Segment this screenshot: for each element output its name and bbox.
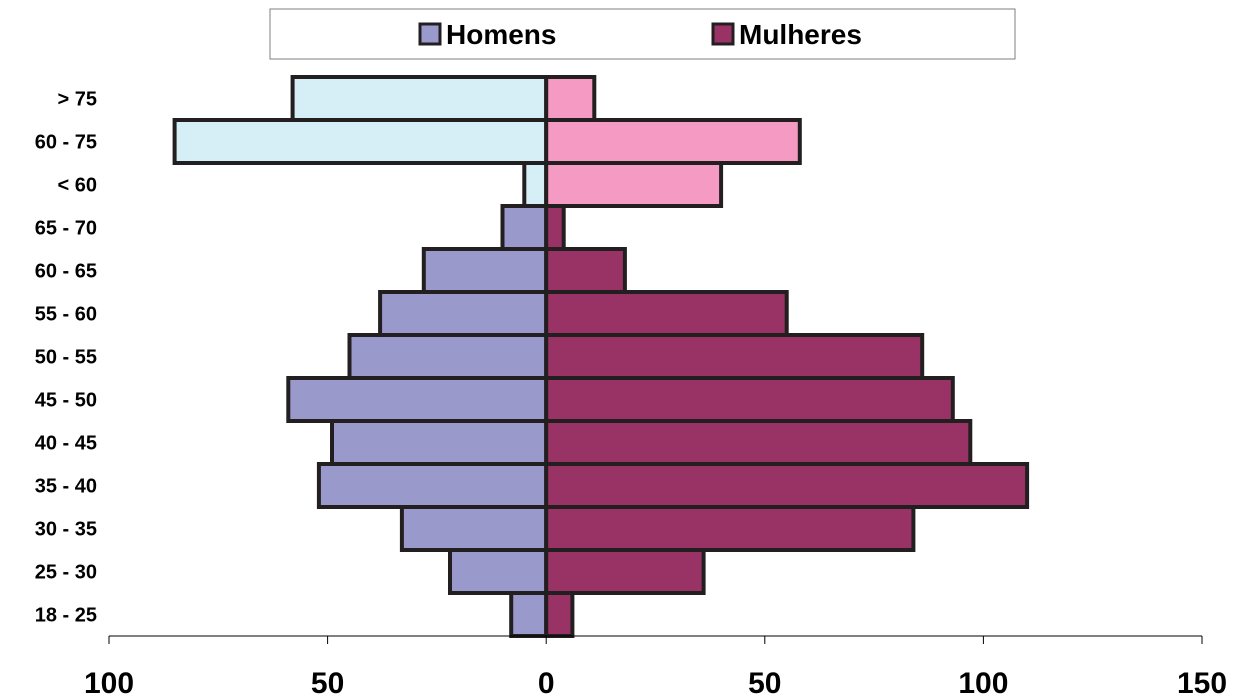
bar-homens-35-40 bbox=[316, 462, 549, 509]
legend-label-mulheres: Mulheres bbox=[739, 19, 862, 50]
bar-homens-55-60 bbox=[378, 290, 549, 337]
bar-homens-75 bbox=[290, 75, 549, 122]
legend-swatch-homens bbox=[418, 22, 442, 46]
category-label-75: > 75 bbox=[58, 89, 97, 111]
bar-homens-18-25 bbox=[509, 591, 549, 638]
category-label-40-45: 40 - 45 bbox=[35, 433, 97, 455]
category-label-35-40: 35 - 40 bbox=[35, 476, 97, 498]
bar-mulheres-25-30 bbox=[544, 548, 706, 595]
category-label-60-75: 60 - 75 bbox=[35, 132, 97, 154]
bar-mulheres-60-75 bbox=[544, 118, 802, 165]
category-label-45-50: 45 - 50 bbox=[35, 390, 97, 412]
x-tick-label: 0 bbox=[538, 667, 555, 696]
bar-homens-65-70 bbox=[500, 204, 549, 251]
bar-mulheres-18-25 bbox=[544, 591, 575, 638]
bar-mulheres-55-60 bbox=[544, 290, 789, 337]
x-tick-label: 100 bbox=[958, 667, 1008, 696]
x-axis: 100 50 0 50 100 150 bbox=[84, 635, 1227, 696]
category-label-30-35: 30 - 35 bbox=[35, 519, 97, 541]
bar-homens-40-45 bbox=[330, 419, 549, 466]
bar-mulheres-40-45 bbox=[544, 419, 973, 466]
bars-layer bbox=[172, 75, 1030, 638]
bar-mulheres-35-40 bbox=[544, 462, 1030, 509]
bar-mulheres-30-35 bbox=[544, 505, 916, 552]
x-tick-label: 100 bbox=[84, 667, 134, 696]
category-label-50-55: 50 - 55 bbox=[35, 347, 97, 369]
category-label-60-65: 60 - 65 bbox=[35, 261, 97, 283]
bar-homens-60-75 bbox=[172, 118, 549, 165]
x-tick-label: 150 bbox=[1177, 667, 1227, 696]
legend-label-homens: Homens bbox=[446, 19, 556, 50]
x-tick-label: 50 bbox=[748, 667, 781, 696]
bar-homens-50-55 bbox=[347, 333, 549, 380]
bar-homens-60-65 bbox=[421, 247, 549, 294]
legend-box bbox=[269, 8, 1016, 60]
category-labels: 18 - 25 25 - 30 30 - 35 35 - 40 40 - 45 45 - … bbox=[35, 89, 97, 627]
bar-mulheres-45-50 bbox=[544, 376, 955, 423]
category-label-60: < 60 bbox=[58, 175, 97, 197]
category-label-55-60: 55 - 60 bbox=[35, 304, 97, 326]
category-label-18-25: 18 - 25 bbox=[35, 605, 97, 627]
bar-mulheres-60 bbox=[544, 161, 724, 208]
bar-homens-25-30 bbox=[448, 548, 549, 595]
bar-homens-45-50 bbox=[286, 376, 549, 423]
category-label-25-30: 25 - 30 bbox=[35, 562, 97, 584]
bar-mulheres-65-70 bbox=[544, 204, 566, 251]
legend-swatch-mulheres bbox=[711, 22, 735, 46]
bar-mulheres-50-55 bbox=[544, 333, 925, 380]
legend: Homens Mulheres bbox=[269, 8, 1016, 60]
x-tick-label: 50 bbox=[311, 667, 344, 696]
bar-mulheres-75 bbox=[544, 75, 597, 122]
category-label-65-70: 65 - 70 bbox=[35, 218, 97, 240]
bar-homens-30-35 bbox=[399, 505, 549, 552]
bar-mulheres-60-65 bbox=[544, 247, 627, 294]
bar-homens-60 bbox=[522, 161, 549, 208]
